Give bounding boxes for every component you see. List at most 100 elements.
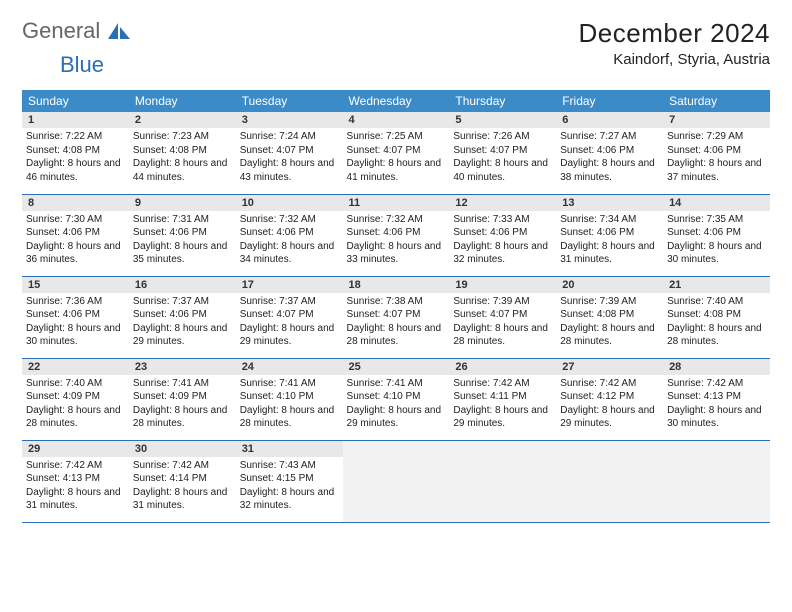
day-info: Sunrise: 7:32 AMSunset: 4:06 PMDaylight:… bbox=[343, 211, 450, 271]
day-info: Sunrise: 7:25 AMSunset: 4:07 PMDaylight:… bbox=[343, 128, 450, 188]
weekday-tuesday: Tuesday bbox=[236, 90, 343, 112]
sunset-text: Sunset: 4:06 PM bbox=[560, 144, 659, 158]
sunset-text: Sunset: 4:06 PM bbox=[133, 308, 232, 322]
calendar-cell bbox=[556, 440, 663, 522]
sunrise-text: Sunrise: 7:42 AM bbox=[133, 459, 232, 473]
sunrise-text: Sunrise: 7:39 AM bbox=[453, 295, 552, 309]
sunrise-text: Sunrise: 7:42 AM bbox=[26, 459, 125, 473]
day-number: 25 bbox=[343, 359, 450, 375]
calendar-cell: 16Sunrise: 7:37 AMSunset: 4:06 PMDayligh… bbox=[129, 276, 236, 358]
sunset-text: Sunset: 4:12 PM bbox=[560, 390, 659, 404]
sunrise-text: Sunrise: 7:41 AM bbox=[133, 377, 232, 391]
day-number: 13 bbox=[556, 195, 663, 211]
weekday-sunday: Sunday bbox=[22, 90, 129, 112]
sunrise-text: Sunrise: 7:30 AM bbox=[26, 213, 125, 227]
daylight-text: Daylight: 8 hours and 46 minutes. bbox=[26, 157, 125, 184]
calendar-cell: 9Sunrise: 7:31 AMSunset: 4:06 PMDaylight… bbox=[129, 194, 236, 276]
calendar-cell: 11Sunrise: 7:32 AMSunset: 4:06 PMDayligh… bbox=[343, 194, 450, 276]
sunrise-text: Sunrise: 7:22 AM bbox=[26, 130, 125, 144]
calendar-cell: 3Sunrise: 7:24 AMSunset: 4:07 PMDaylight… bbox=[236, 112, 343, 194]
daylight-text: Daylight: 8 hours and 29 minutes. bbox=[453, 404, 552, 431]
day-info: Sunrise: 7:26 AMSunset: 4:07 PMDaylight:… bbox=[449, 128, 556, 188]
calendar-cell: 14Sunrise: 7:35 AMSunset: 4:06 PMDayligh… bbox=[663, 194, 770, 276]
day-info: Sunrise: 7:35 AMSunset: 4:06 PMDaylight:… bbox=[663, 211, 770, 271]
sunrise-text: Sunrise: 7:26 AM bbox=[453, 130, 552, 144]
daylight-text: Daylight: 8 hours and 43 minutes. bbox=[240, 157, 339, 184]
calendar-cell: 25Sunrise: 7:41 AMSunset: 4:10 PMDayligh… bbox=[343, 358, 450, 440]
sunset-text: Sunset: 4:08 PM bbox=[133, 144, 232, 158]
calendar-cell: 23Sunrise: 7:41 AMSunset: 4:09 PMDayligh… bbox=[129, 358, 236, 440]
logo-text-general: General bbox=[22, 18, 100, 44]
day-number: 14 bbox=[663, 195, 770, 211]
day-info: Sunrise: 7:22 AMSunset: 4:08 PMDaylight:… bbox=[22, 128, 129, 188]
sunset-text: Sunset: 4:10 PM bbox=[240, 390, 339, 404]
sunset-text: Sunset: 4:07 PM bbox=[240, 144, 339, 158]
daylight-text: Daylight: 8 hours and 31 minutes. bbox=[26, 486, 125, 513]
day-info: Sunrise: 7:37 AMSunset: 4:06 PMDaylight:… bbox=[129, 293, 236, 353]
weekday-saturday: Saturday bbox=[663, 90, 770, 112]
sunset-text: Sunset: 4:06 PM bbox=[560, 226, 659, 240]
weekday-thursday: Thursday bbox=[449, 90, 556, 112]
sunset-text: Sunset: 4:06 PM bbox=[240, 226, 339, 240]
day-number: 16 bbox=[129, 277, 236, 293]
calendar-cell: 12Sunrise: 7:33 AMSunset: 4:06 PMDayligh… bbox=[449, 194, 556, 276]
sunrise-text: Sunrise: 7:27 AM bbox=[560, 130, 659, 144]
sunset-text: Sunset: 4:08 PM bbox=[560, 308, 659, 322]
weekday-friday: Friday bbox=[556, 90, 663, 112]
sunrise-text: Sunrise: 7:41 AM bbox=[240, 377, 339, 391]
day-number: 18 bbox=[343, 277, 450, 293]
day-number: 5 bbox=[449, 112, 556, 128]
day-number: 17 bbox=[236, 277, 343, 293]
day-number: 27 bbox=[556, 359, 663, 375]
daylight-text: Daylight: 8 hours and 28 minutes. bbox=[26, 404, 125, 431]
calendar-cell: 17Sunrise: 7:37 AMSunset: 4:07 PMDayligh… bbox=[236, 276, 343, 358]
day-info: Sunrise: 7:30 AMSunset: 4:06 PMDaylight:… bbox=[22, 211, 129, 271]
sunrise-text: Sunrise: 7:32 AM bbox=[240, 213, 339, 227]
calendar-cell: 21Sunrise: 7:40 AMSunset: 4:08 PMDayligh… bbox=[663, 276, 770, 358]
day-info: Sunrise: 7:40 AMSunset: 4:09 PMDaylight:… bbox=[22, 375, 129, 435]
day-number: 3 bbox=[236, 112, 343, 128]
daylight-text: Daylight: 8 hours and 30 minutes. bbox=[26, 322, 125, 349]
calendar-row: 15Sunrise: 7:36 AMSunset: 4:06 PMDayligh… bbox=[22, 276, 770, 358]
day-number: 2 bbox=[129, 112, 236, 128]
calendar-cell bbox=[343, 440, 450, 522]
sunset-text: Sunset: 4:06 PM bbox=[453, 226, 552, 240]
day-info: Sunrise: 7:31 AMSunset: 4:06 PMDaylight:… bbox=[129, 211, 236, 271]
sunset-text: Sunset: 4:07 PM bbox=[347, 308, 446, 322]
title-block: December 2024 Kaindorf, Styria, Austria bbox=[579, 18, 771, 68]
calendar-cell: 24Sunrise: 7:41 AMSunset: 4:10 PMDayligh… bbox=[236, 358, 343, 440]
sunrise-text: Sunrise: 7:41 AM bbox=[347, 377, 446, 391]
calendar-cell: 29Sunrise: 7:42 AMSunset: 4:13 PMDayligh… bbox=[22, 440, 129, 522]
sunset-text: Sunset: 4:06 PM bbox=[347, 226, 446, 240]
sunset-text: Sunset: 4:10 PM bbox=[347, 390, 446, 404]
day-number: 4 bbox=[343, 112, 450, 128]
day-info: Sunrise: 7:40 AMSunset: 4:08 PMDaylight:… bbox=[663, 293, 770, 353]
sunset-text: Sunset: 4:06 PM bbox=[667, 144, 766, 158]
sunrise-text: Sunrise: 7:42 AM bbox=[453, 377, 552, 391]
calendar-cell: 2Sunrise: 7:23 AMSunset: 4:08 PMDaylight… bbox=[129, 112, 236, 194]
day-number: 23 bbox=[129, 359, 236, 375]
sunset-text: Sunset: 4:08 PM bbox=[26, 144, 125, 158]
sunset-text: Sunset: 4:13 PM bbox=[26, 472, 125, 486]
sunset-text: Sunset: 4:07 PM bbox=[347, 144, 446, 158]
sunrise-text: Sunrise: 7:32 AM bbox=[347, 213, 446, 227]
sunset-text: Sunset: 4:06 PM bbox=[26, 226, 125, 240]
sunrise-text: Sunrise: 7:35 AM bbox=[667, 213, 766, 227]
calendar-cell: 5Sunrise: 7:26 AMSunset: 4:07 PMDaylight… bbox=[449, 112, 556, 194]
sunrise-text: Sunrise: 7:40 AM bbox=[667, 295, 766, 309]
sunrise-text: Sunrise: 7:25 AM bbox=[347, 130, 446, 144]
sunset-text: Sunset: 4:08 PM bbox=[667, 308, 766, 322]
sunset-text: Sunset: 4:09 PM bbox=[133, 390, 232, 404]
location-text: Kaindorf, Styria, Austria bbox=[579, 51, 771, 68]
sunrise-text: Sunrise: 7:39 AM bbox=[560, 295, 659, 309]
sunrise-text: Sunrise: 7:34 AM bbox=[560, 213, 659, 227]
sunset-text: Sunset: 4:06 PM bbox=[133, 226, 232, 240]
daylight-text: Daylight: 8 hours and 28 minutes. bbox=[453, 322, 552, 349]
daylight-text: Daylight: 8 hours and 31 minutes. bbox=[560, 240, 659, 267]
daylight-text: Daylight: 8 hours and 29 minutes. bbox=[560, 404, 659, 431]
day-number: 24 bbox=[236, 359, 343, 375]
day-info: Sunrise: 7:42 AMSunset: 4:11 PMDaylight:… bbox=[449, 375, 556, 435]
sunset-text: Sunset: 4:07 PM bbox=[453, 144, 552, 158]
daylight-text: Daylight: 8 hours and 28 minutes. bbox=[560, 322, 659, 349]
calendar-cell: 1Sunrise: 7:22 AMSunset: 4:08 PMDaylight… bbox=[22, 112, 129, 194]
